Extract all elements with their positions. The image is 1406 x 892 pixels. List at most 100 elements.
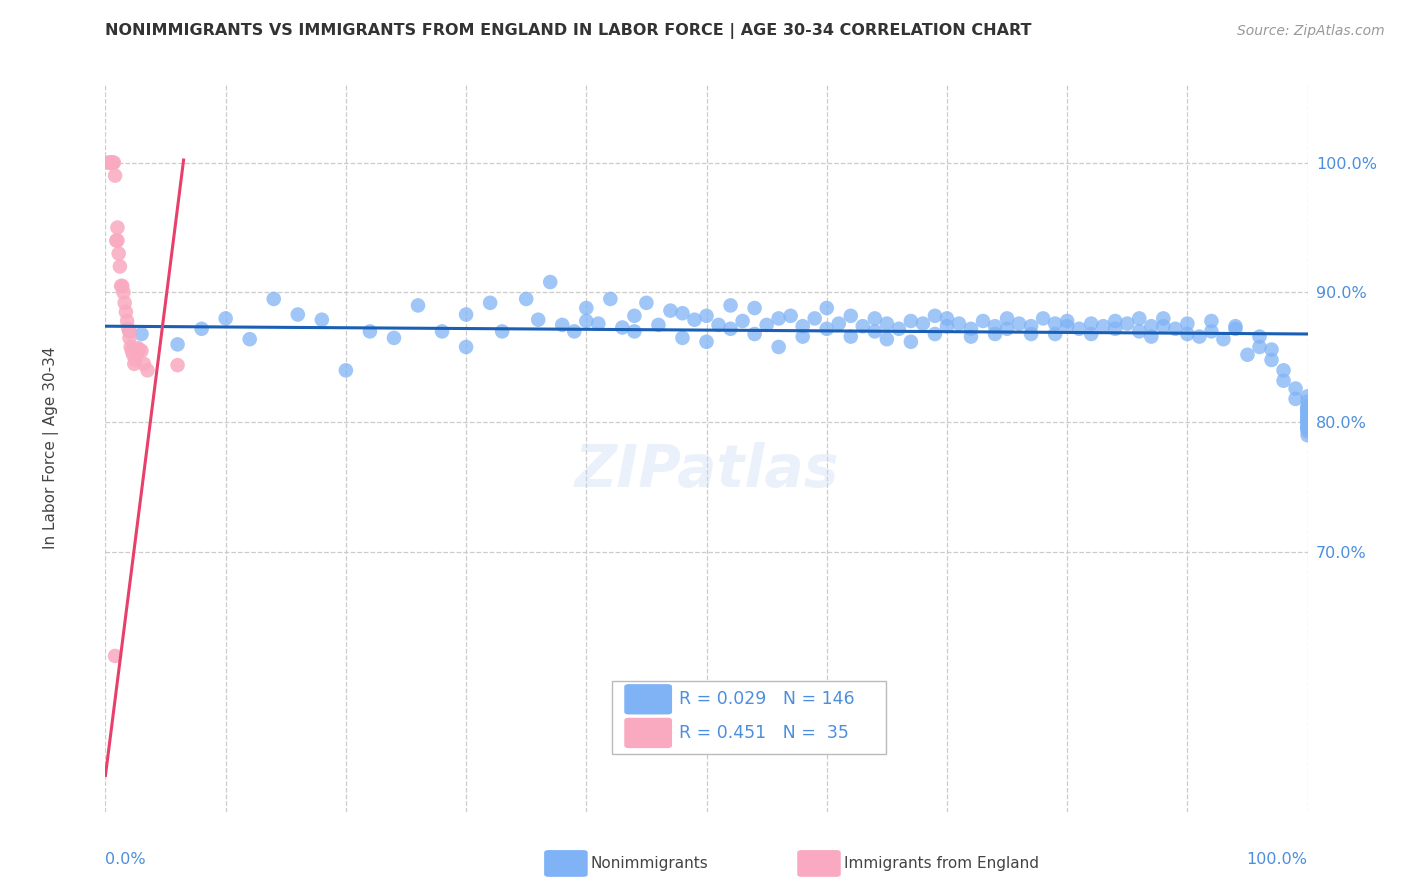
- Point: [707, 318, 730, 332]
- Point: [696, 334, 718, 349]
- Point: [1296, 420, 1319, 434]
- Point: [1296, 420, 1319, 434]
- Point: [1296, 428, 1319, 442]
- Point: [1260, 343, 1282, 357]
- Point: [1019, 326, 1042, 341]
- Point: [1225, 319, 1247, 334]
- Point: [132, 357, 155, 371]
- Point: [828, 317, 851, 331]
- Point: [104, 648, 127, 663]
- Point: [118, 325, 141, 339]
- Point: [98, 155, 121, 169]
- Point: [1056, 314, 1078, 328]
- Point: [107, 220, 129, 235]
- Point: [683, 312, 706, 326]
- Point: [1296, 415, 1319, 429]
- Point: [1212, 332, 1234, 346]
- Point: [166, 358, 188, 372]
- Point: [1128, 311, 1150, 326]
- Point: [900, 314, 922, 328]
- Point: [1140, 329, 1163, 343]
- Point: [263, 292, 285, 306]
- Point: [1296, 411, 1319, 425]
- Point: [1019, 319, 1042, 334]
- Point: [1296, 411, 1319, 425]
- Point: [115, 305, 138, 319]
- Point: [124, 353, 146, 368]
- Point: [1296, 405, 1319, 419]
- Point: [479, 296, 502, 310]
- Point: [1188, 329, 1211, 343]
- Point: [1043, 317, 1066, 331]
- Point: [105, 234, 128, 248]
- Point: [863, 325, 886, 339]
- Point: [118, 325, 141, 339]
- Point: [744, 301, 766, 315]
- Point: [972, 314, 994, 328]
- Point: [515, 292, 537, 306]
- Point: [131, 343, 153, 358]
- Point: [112, 285, 135, 300]
- Point: [128, 343, 150, 357]
- Point: [107, 246, 129, 260]
- Point: [1296, 402, 1319, 417]
- Point: [984, 326, 1007, 341]
- Point: [1296, 405, 1319, 419]
- Text: Immigrants from England: Immigrants from England: [844, 856, 1039, 871]
- Point: [647, 318, 669, 332]
- Point: [1296, 422, 1319, 436]
- Text: In Labor Force | Age 30-34: In Labor Force | Age 30-34: [44, 347, 59, 549]
- Point: [1296, 415, 1319, 429]
- Point: [1296, 410, 1319, 425]
- Point: [984, 319, 1007, 334]
- Point: [659, 303, 682, 318]
- Point: [125, 348, 148, 362]
- Point: [1249, 329, 1271, 343]
- Point: [110, 279, 132, 293]
- Point: [454, 340, 477, 354]
- Point: [1296, 400, 1319, 414]
- Point: [720, 298, 742, 312]
- Point: [118, 331, 141, 345]
- Point: [876, 317, 898, 331]
- Point: [430, 325, 453, 339]
- Point: [97, 155, 120, 169]
- Point: [359, 325, 381, 339]
- Point: [527, 312, 550, 326]
- Point: [1272, 363, 1295, 377]
- Point: [911, 317, 934, 331]
- Point: [924, 309, 946, 323]
- Point: [491, 325, 513, 339]
- Point: [1296, 400, 1319, 414]
- Point: [114, 296, 136, 310]
- Point: [839, 329, 862, 343]
- Point: [120, 340, 142, 354]
- Point: [107, 234, 129, 248]
- Point: [815, 322, 838, 336]
- Point: [948, 317, 970, 331]
- Text: 100.0%: 100.0%: [1247, 852, 1308, 867]
- Point: [1175, 326, 1198, 341]
- Point: [1296, 394, 1319, 409]
- Point: [1296, 419, 1319, 434]
- Point: [1296, 422, 1319, 436]
- Point: [454, 308, 477, 322]
- Point: [1225, 322, 1247, 336]
- Point: [936, 319, 959, 334]
- Point: [166, 337, 188, 351]
- Point: [1296, 405, 1319, 419]
- Point: [214, 311, 236, 326]
- Point: [995, 322, 1018, 336]
- Point: [104, 169, 127, 183]
- Point: [803, 311, 825, 326]
- Point: [1284, 382, 1306, 396]
- Point: [1296, 415, 1319, 429]
- Text: ZIPatlas: ZIPatlas: [574, 442, 839, 499]
- Point: [744, 326, 766, 341]
- Point: [190, 322, 212, 336]
- Point: [936, 311, 959, 326]
- Point: [239, 332, 262, 346]
- Point: [1296, 402, 1319, 417]
- Point: [768, 311, 790, 326]
- Point: [636, 296, 658, 310]
